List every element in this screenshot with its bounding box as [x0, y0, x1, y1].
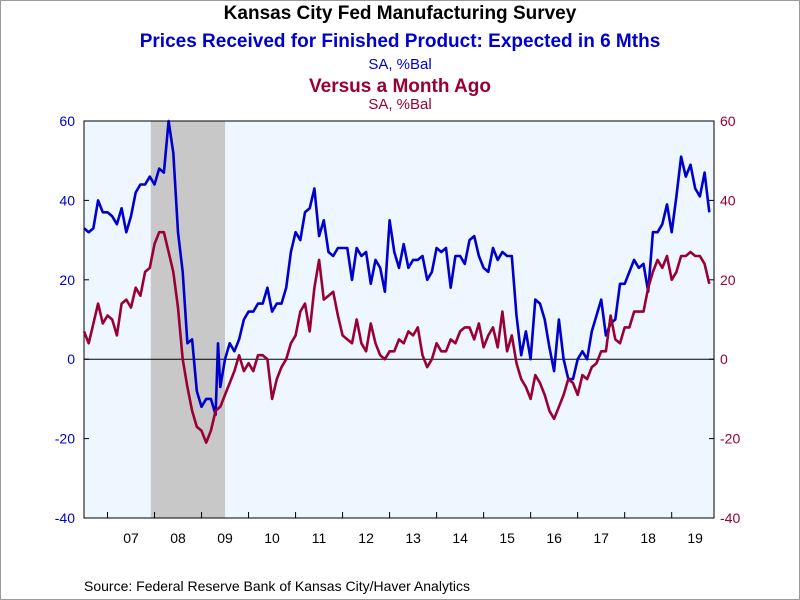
x-tick-label: 18 — [640, 530, 656, 546]
y-left-tick-label: 20 — [59, 272, 75, 288]
x-tick-label: 12 — [358, 530, 374, 546]
series2-title: Versus a Month Ago — [309, 76, 491, 97]
x-tick-label: 11 — [312, 530, 327, 546]
y-left-tick-label: 40 — [59, 192, 75, 208]
x-tick-label: 15 — [499, 530, 515, 546]
recession-band — [150, 121, 226, 518]
y-left-tick-label: 60 — [59, 113, 75, 129]
y-right-tick-label: 40 — [720, 192, 736, 208]
chart-title: Kansas City Fed Manufacturing Survey — [223, 3, 577, 24]
series2-units: SA, %Bal — [368, 96, 432, 113]
y-right-tick-label: 60 — [720, 113, 736, 129]
y-left-tick-label: 0 — [67, 351, 75, 367]
x-tick-label: 13 — [405, 530, 421, 546]
series1-units: SA, %Bal — [368, 56, 432, 73]
x-tick-label: 10 — [264, 530, 280, 546]
x-tick-label: 07 — [123, 530, 139, 546]
x-tick-label: 16 — [546, 530, 562, 546]
series1-title: Prices Received for Finished Product: Ex… — [139, 31, 661, 52]
y-right-tick-label: 0 — [720, 351, 728, 367]
x-tick-label: 17 — [593, 530, 609, 546]
series-line-month-ago — [82, 230, 711, 444]
x-tick-label: 09 — [217, 530, 233, 546]
y-right-tick-label: -20 — [720, 431, 740, 447]
y-left-tick-label: -40 — [55, 510, 75, 526]
y-left-tick-label: -20 — [55, 431, 75, 447]
series-line-expected — [83, 119, 711, 417]
source-note: Source: Federal Reserve Bank of Kansas C… — [84, 578, 470, 594]
plot-border — [83, 120, 715, 519]
x-tick-label: 19 — [687, 530, 703, 546]
y-right-tick-label: -40 — [720, 510, 740, 526]
x-tick-label: 08 — [170, 530, 186, 546]
y-right-tick-label: 20 — [720, 272, 736, 288]
x-tick-label: 14 — [452, 530, 468, 546]
